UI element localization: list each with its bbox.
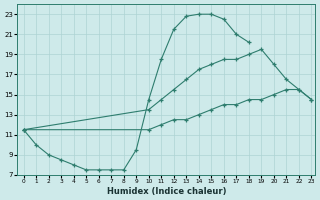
X-axis label: Humidex (Indice chaleur): Humidex (Indice chaleur) bbox=[107, 187, 226, 196]
